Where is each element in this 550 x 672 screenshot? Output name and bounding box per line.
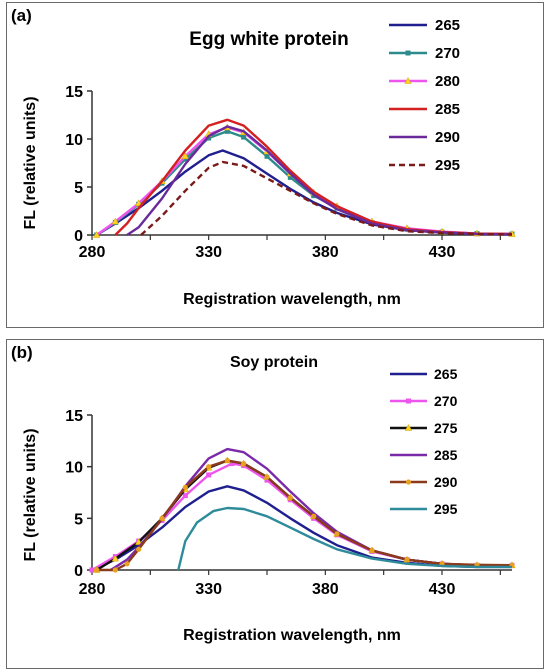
y-axis-label: FL (relative units) [22, 96, 39, 229]
legend-label-290: 290 [434, 474, 458, 490]
chart-panel-a: (a) Egg white protein 0 5 10 15 280 330 380 430 Re… [6, 2, 544, 328]
series-marker-275 [135, 538, 143, 545]
series-marker-290 [369, 547, 375, 553]
y-tick-label: 10 [65, 460, 83, 477]
y-tick-label: 10 [65, 132, 83, 149]
legend-label-265: 265 [434, 366, 458, 382]
series-marker-270 [287, 174, 293, 180]
series-marker-290 [224, 457, 230, 464]
series-marker-290 [241, 460, 247, 467]
series-marker-290 [124, 561, 130, 567]
series-marker-290 [112, 567, 118, 573]
series-line-295 [140, 160, 513, 236]
y-tick-label: 5 [74, 180, 83, 197]
series-marker-270 [224, 128, 230, 134]
series-marker-290 [264, 474, 270, 480]
series-marker-270 [182, 156, 188, 162]
legend-marker-280 [404, 76, 412, 84]
series-marker-270 [229, 461, 235, 467]
series-marker-290 [94, 567, 100, 573]
legend-marker-270 [406, 398, 411, 404]
series-line-290 [126, 125, 513, 237]
series-marker-280 [93, 230, 101, 238]
series-marker-290 [334, 531, 340, 537]
series-marker-290 [311, 513, 317, 519]
legend-label-275: 275 [434, 420, 458, 436]
series-marker-270 [89, 567, 95, 573]
chart-b-svg: (b) Soy protein 0 5 10 15 280 330 380 430 Registra… [11, 343, 516, 644]
series-marker-270 [264, 153, 270, 159]
x-tick-label: 330 [195, 244, 222, 261]
x-tick-label: 380 [312, 244, 339, 261]
series-marker-270 [182, 493, 188, 499]
x-axis-label: Registration wavelength, nm [183, 291, 401, 308]
series-line-295 [177, 506, 512, 571]
x-tick-label: 330 [195, 581, 222, 598]
series-marker-270 [264, 477, 270, 483]
legend-label-270: 270 [435, 45, 460, 62]
series-marker-270 [206, 135, 212, 141]
chart-title: Egg white protein [189, 29, 348, 50]
series-marker-275 [111, 554, 119, 562]
legend-label-295: 295 [435, 157, 460, 174]
series-marker-290 [206, 464, 212, 470]
y-tick-label: 0 [74, 228, 83, 245]
legend-label-270: 270 [434, 393, 458, 409]
chart-title: Soy protein [230, 354, 318, 371]
series-marker-270 [206, 472, 212, 478]
series-marker-290 [159, 515, 165, 521]
y-tick-label: 15 [65, 408, 83, 425]
legend-marker-270 [405, 50, 411, 56]
x-tick-label: 430 [429, 581, 456, 598]
series-marker-290 [136, 546, 142, 552]
y-tick-label: 0 [74, 563, 83, 580]
legend-label-285: 285 [435, 101, 460, 118]
legend-label-280: 280 [435, 73, 460, 90]
series-marker-290 [287, 495, 293, 501]
y-tick-label: 15 [65, 84, 83, 101]
series-marker-280 [135, 199, 143, 207]
chart-a-svg: (a) Egg white protein 0 5 10 15 280 330 380 430 Re… [11, 6, 516, 308]
panel-label: (b) [11, 343, 33, 362]
legend-marker-290 [405, 479, 412, 485]
legend-label-295: 295 [434, 501, 458, 517]
y-axis-label: FL (relative units) [22, 428, 39, 561]
x-tick-label: 430 [429, 244, 456, 261]
legend-label-265: 265 [435, 17, 460, 34]
series-marker-280 [111, 217, 119, 225]
legend-label-285: 285 [434, 447, 458, 463]
chart-panel-b: (b) Soy protein 0 5 10 15 280 330 380 430 Registra… [6, 339, 544, 669]
legend-label-290: 290 [435, 129, 460, 146]
series-marker-290 [404, 557, 410, 563]
x-tick-label: 380 [312, 581, 339, 598]
x-tick-label: 280 [79, 581, 106, 598]
series-line-290 [96, 459, 513, 572]
x-axis-label: Registration wavelength, nm [183, 627, 401, 644]
y-tick-label: 5 [74, 511, 83, 528]
series-marker-290 [182, 484, 188, 490]
x-tick-label: 280 [79, 244, 106, 261]
legend-marker-275 [404, 423, 413, 431]
series-marker-280 [181, 152, 189, 160]
panel-label: (a) [11, 6, 32, 25]
series-marker-270 [241, 134, 247, 140]
